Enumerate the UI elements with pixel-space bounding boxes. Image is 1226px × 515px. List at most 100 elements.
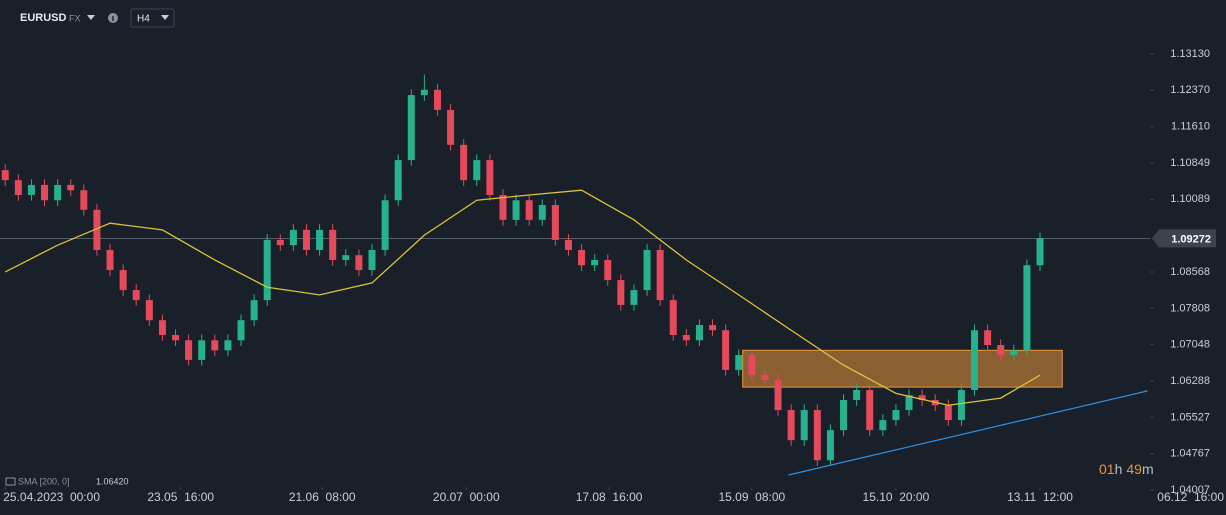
candle-body [41, 184, 49, 201]
countdown: 01h 49m [1099, 461, 1154, 477]
candle-body [473, 160, 481, 181]
trendline [788, 390, 1148, 476]
current-price-label: 1.09272 [1171, 233, 1211, 245]
candle-body [185, 340, 193, 360]
candle-body [263, 239, 271, 301]
candle-body [368, 249, 376, 271]
candle-body [695, 324, 703, 341]
x-tick-label: 06.12 16:00 [1157, 490, 1224, 504]
candle-body [853, 389, 861, 401]
candle-body [905, 395, 913, 411]
candle-body [67, 184, 75, 191]
countdown-m: m [1142, 461, 1154, 477]
candle-body [1023, 265, 1031, 351]
candle-body [617, 280, 625, 305]
candle-body [381, 200, 389, 250]
candle-body [722, 330, 730, 370]
x-tick-label: 20.07 00:00 [433, 490, 500, 504]
candle-body [748, 355, 756, 376]
y-tick-label: 1.07048 [1170, 339, 1210, 351]
timeframe: H4 [137, 14, 150, 25]
market: FX [69, 13, 81, 23]
candle-body [761, 375, 769, 380]
candle-body [826, 430, 834, 461]
x-tick-label: 13.11 12:00 [1007, 490, 1073, 504]
candle-body [27, 184, 35, 195]
candle-body [643, 249, 651, 291]
candle-body [1010, 350, 1018, 356]
countdown-minutes: 49 [1126, 461, 1142, 477]
candle-body [813, 410, 821, 461]
candle-body [840, 400, 848, 431]
candle-body [997, 345, 1005, 356]
countdown-h: h [1115, 461, 1123, 477]
candle-body [276, 239, 284, 246]
candle-body [486, 160, 494, 195]
candle-body [735, 355, 743, 370]
candle-body [420, 89, 428, 96]
symbol[interactable]: EURUSD [20, 12, 67, 24]
candle-body [54, 184, 62, 201]
symbol-dropdown[interactable] [87, 15, 95, 20]
candle-body [604, 259, 612, 281]
candle-body [656, 249, 664, 301]
candle-body [145, 300, 153, 321]
candle-body [198, 340, 206, 360]
y-tick-label: 1.05527 [1170, 411, 1210, 423]
y-tick-label: 1.10089 [1170, 193, 1210, 205]
countdown-hours: 01 [1099, 461, 1115, 477]
y-tick-label: 1.12370 [1170, 84, 1210, 96]
candle-body [682, 335, 690, 341]
candle-body [709, 324, 717, 331]
y-tick-label: 1.07808 [1170, 302, 1210, 314]
candle-body [303, 229, 310, 250]
candle-body [80, 190, 88, 210]
candle-body [918, 395, 926, 401]
x-tick-label: 25.04.2023 00:00 [3, 490, 100, 504]
candle-body [984, 330, 992, 346]
timeframe-dropdown[interactable] [161, 15, 169, 20]
candle-body [525, 200, 533, 220]
indicator-icon[interactable] [5, 477, 16, 486]
candle-body [564, 239, 572, 250]
candle-body [578, 249, 586, 266]
x-tick-label: 17.08 16:00 [576, 490, 643, 504]
candle-body [538, 205, 546, 220]
y-tick-label: 1.11610 [1171, 121, 1210, 133]
candle-body [957, 389, 965, 421]
candle-body [800, 410, 808, 441]
candle-body [787, 410, 795, 441]
candle-body [211, 340, 219, 351]
candle-body [1, 170, 9, 181]
candle-body [250, 300, 258, 321]
timeframe-box[interactable] [130, 8, 175, 28]
candle-body [355, 255, 363, 271]
candle-body [316, 229, 324, 250]
candle-body [93, 209, 101, 250]
candle-body [971, 330, 979, 390]
y-tick-label: 1.04007 [1170, 484, 1210, 496]
y-tick-label: 1.13130 [1170, 48, 1210, 60]
candle-body [512, 200, 520, 220]
y-tick-label: 1.08568 [1170, 266, 1210, 278]
candle-body [892, 410, 900, 421]
zone [742, 349, 1063, 388]
price-tag [1152, 229, 1216, 248]
candle-body [433, 89, 441, 110]
candle-body [447, 109, 455, 145]
candle-body [329, 229, 337, 260]
candle-body [551, 205, 559, 240]
candle-body [119, 270, 127, 291]
candle-body [944, 405, 952, 421]
sma-legend-value: 1.06420 [96, 476, 129, 486]
x-tick-label: 23.05 16:00 [147, 490, 214, 504]
y-tick-label: 1.04767 [1170, 448, 1210, 460]
candle-body [866, 389, 874, 431]
candle-body [394, 160, 402, 201]
y-tick-label: 1.06288 [1170, 375, 1210, 387]
candle-body [774, 379, 782, 411]
candle-body [224, 340, 232, 351]
candle-body [289, 229, 297, 246]
